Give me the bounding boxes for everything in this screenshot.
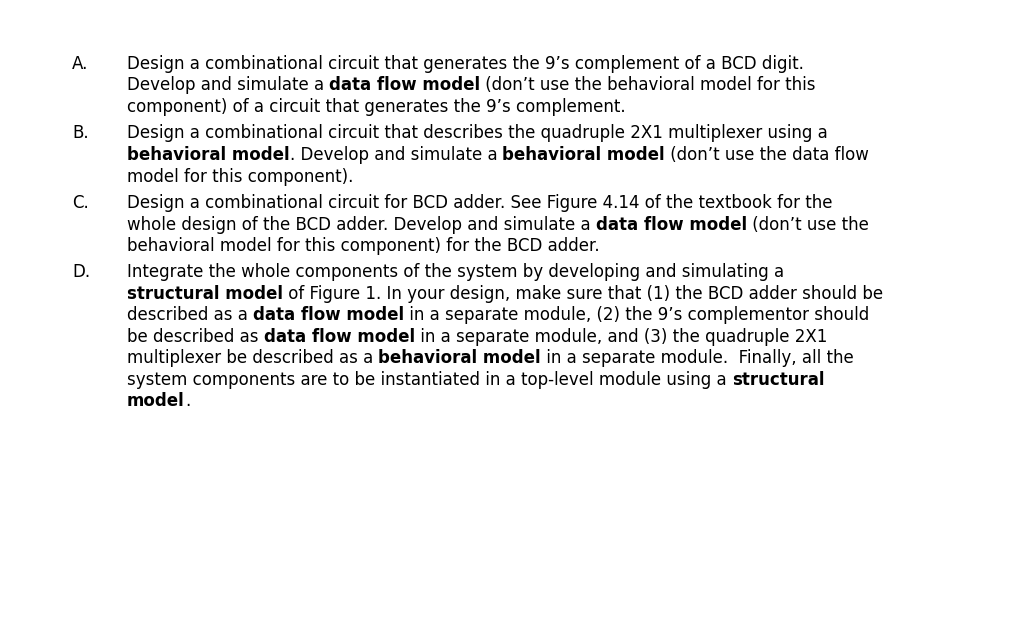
Text: structural model: structural model: [127, 285, 283, 303]
Text: Design a combinational circuit that generates the 9’s complement of a BCD digit.: Design a combinational circuit that gene…: [127, 55, 803, 73]
Text: whole design of the BCD adder. Develop and simulate a: whole design of the BCD adder. Develop a…: [127, 216, 596, 234]
Text: system components are to be instantiated in a top-level module using a: system components are to be instantiated…: [127, 371, 732, 389]
Text: described as a: described as a: [127, 306, 253, 324]
Text: .: .: [185, 392, 190, 410]
Text: behavioral model: behavioral model: [502, 146, 665, 164]
Text: Integrate the whole components of the system by developing and simulating a: Integrate the whole components of the sy…: [127, 264, 784, 281]
Text: data flow model: data flow model: [263, 328, 415, 346]
Text: A.: A.: [72, 55, 88, 73]
Text: component) of a circuit that generates the 9’s complement.: component) of a circuit that generates t…: [127, 98, 625, 116]
Text: data flow model: data flow model: [253, 306, 404, 324]
Text: behavioral model: behavioral model: [127, 146, 290, 164]
Text: C.: C.: [72, 194, 88, 212]
Text: multiplexer be described as a: multiplexer be described as a: [127, 350, 378, 368]
Text: in a separate module.  Finally, all the: in a separate module. Finally, all the: [541, 350, 854, 368]
Text: (don’t use the data flow: (don’t use the data flow: [665, 146, 869, 164]
Text: model: model: [127, 392, 185, 410]
Text: in a separate module, and (3) the quadruple 2X1: in a separate module, and (3) the quadru…: [415, 328, 827, 346]
Text: data flow model: data flow model: [596, 216, 747, 234]
Text: of Figure 1. In your design, make sure that (1) the BCD adder should be: of Figure 1. In your design, make sure t…: [283, 285, 883, 303]
Text: B.: B.: [72, 125, 88, 143]
Text: data flow model: data flow model: [330, 76, 480, 94]
Text: . Develop and simulate a: . Develop and simulate a: [290, 146, 502, 164]
Text: Design a combinational circuit for BCD adder. See Figure 4.14 of the textbook fo: Design a combinational circuit for BCD a…: [127, 194, 833, 212]
Text: structural: structural: [732, 371, 825, 389]
Text: D.: D.: [72, 264, 91, 281]
Text: in a separate module, (2) the 9’s complementor should: in a separate module, (2) the 9’s comple…: [404, 306, 870, 324]
Text: (don’t use the: (don’t use the: [747, 216, 869, 234]
Text: Develop and simulate a: Develop and simulate a: [127, 76, 330, 94]
Text: (don’t use the behavioral model for this: (don’t use the behavioral model for this: [480, 76, 816, 94]
Text: behavioral model: behavioral model: [378, 350, 541, 368]
Text: Design a combinational circuit that describes the quadruple 2X1 multiplexer usin: Design a combinational circuit that desc…: [127, 125, 828, 143]
Text: behavioral model for this component) for the BCD adder.: behavioral model for this component) for…: [127, 237, 600, 255]
Text: be described as: be described as: [127, 328, 263, 346]
Text: model for this component).: model for this component).: [127, 167, 353, 185]
